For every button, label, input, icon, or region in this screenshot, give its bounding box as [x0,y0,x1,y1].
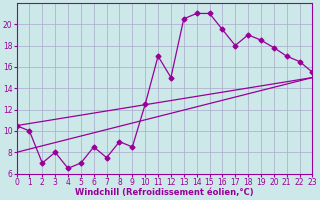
X-axis label: Windchill (Refroidissement éolien,°C): Windchill (Refroidissement éolien,°C) [75,188,254,197]
